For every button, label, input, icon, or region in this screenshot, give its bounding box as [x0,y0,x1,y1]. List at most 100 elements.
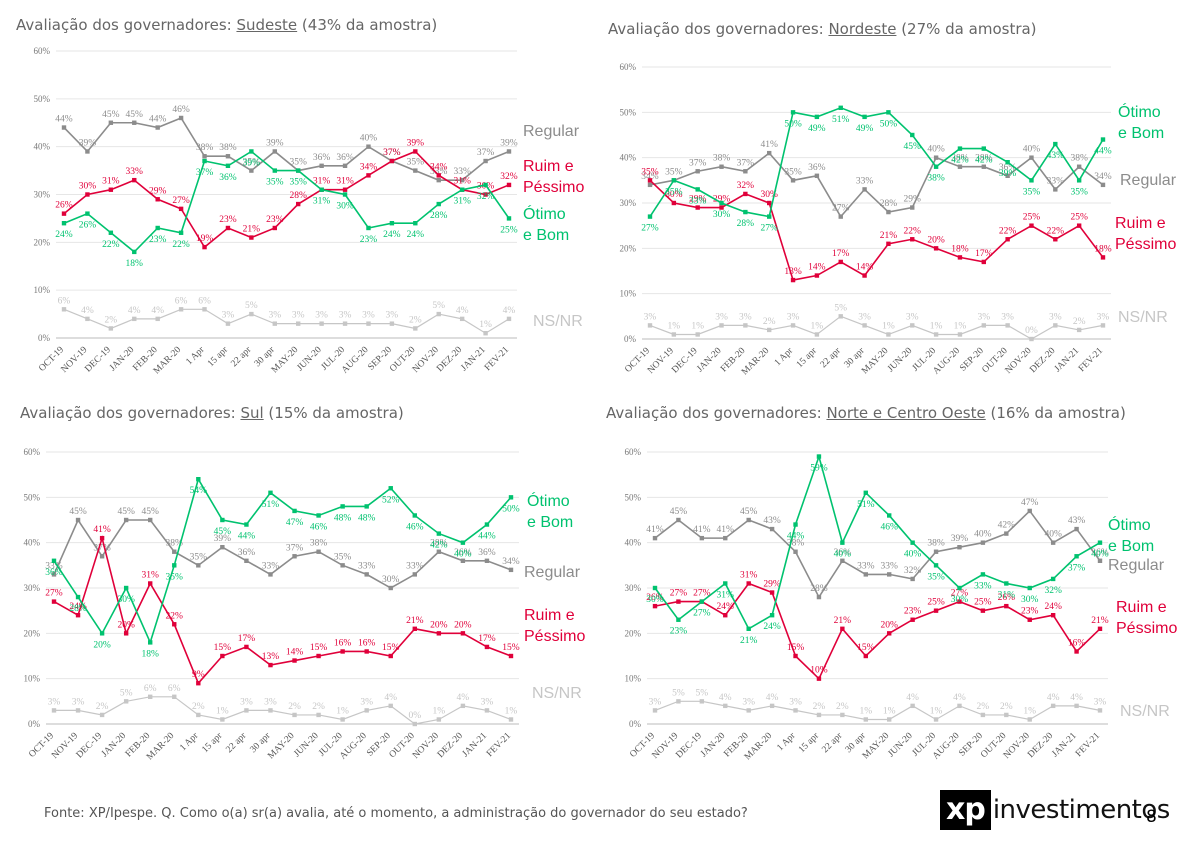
data-label-otimo: 42% [430,541,448,551]
chart-sul: 0%10%20%30%40%50%60%OCT-19NOV-19DEC-19JA… [24,447,586,762]
data-point-nsnr [933,717,939,722]
data-label-regular: 37% [286,543,304,553]
x-tick-label: JAN-20 [699,731,728,760]
data-point-otimo [1097,540,1103,545]
data-label-regular: 36% [1091,548,1109,558]
data-point-nsnr [743,323,748,328]
legend-label-ruim: Ruim e Péssimo [1116,599,1177,637]
data-label-nsnr: 2% [288,702,301,712]
data-label-ruim: 26% [55,201,73,211]
data-point-regular [1053,187,1058,192]
data-point-nsnr [1050,703,1056,709]
data-label-otimo: 42% [975,156,993,166]
data-point-otimo [886,110,891,115]
data-point-otimo [225,163,231,168]
data-label-ruim: 22% [166,611,184,621]
data-label-nsnr: 6% [198,296,211,306]
legend-label-otimo: Ótimo e Bom [1108,515,1154,555]
data-label-ruim: 31% [336,177,354,187]
data-label-nsnr: 4% [384,693,397,703]
data-label-nsnr: 1% [811,321,824,331]
data-point-otimo [244,522,249,527]
data-point-otimo [51,558,57,563]
data-label-otimo: 51% [832,115,850,125]
data-point-nsnr [1076,327,1082,333]
data-point-regular [886,209,891,215]
chart-panel-nordeste: Avaliação dos governadores: Nordeste (27… [600,20,1197,415]
data-label-nsnr: 1% [505,706,518,716]
series-line-ruim [63,150,510,249]
x-tick-label: NOV-19 [50,731,80,761]
data-point-otimo [436,531,442,536]
data-label-nsnr: 1% [433,706,446,716]
data-label-nsnr: 3% [858,312,871,322]
x-tick-label: JAN-21 [1050,731,1079,760]
data-label-nsnr: 3% [315,311,328,321]
y-tick-label: 60% [34,46,51,56]
data-point-nsnr [220,717,225,722]
data-label-regular: 38% [310,539,328,549]
data-point-regular [220,545,225,550]
data-point-ruim [316,653,321,659]
y-tick-label: 0% [28,719,41,729]
data-point-ruim [647,178,653,183]
data-point-otimo [816,454,822,459]
data-point-regular [225,154,231,159]
data-label-nsnr: 2% [409,315,422,325]
data-point-otimo [132,249,137,255]
data-label-regular: 36% [454,548,472,558]
data-label-nsnr: 3% [268,311,281,321]
data-label-nsnr: 1% [336,706,349,716]
data-point-regular [840,558,845,563]
data-label-ruim: 25% [1023,213,1040,223]
data-label-ruim: 13% [262,652,280,662]
data-label-otimo: 39% [243,158,261,168]
data-point-regular [1027,508,1032,514]
data-label-otimo: 23% [149,235,167,245]
data-label-otimo: 18% [126,259,144,269]
data-point-ruim [769,590,775,595]
data-label-otimo: 26% [79,221,97,231]
data-point-otimo [272,168,277,173]
data-point-ruim [366,173,371,178]
data-point-nsnr [723,703,728,709]
data-label-regular: 46% [172,105,190,115]
data-point-otimo [1053,141,1058,147]
data-label-otimo: 27% [641,224,659,234]
data-point-regular [676,517,681,523]
data-point-ruim [862,273,867,278]
data-label-ruim: 17% [975,249,993,259]
data-label-ruim: 25% [1070,213,1088,223]
y-tick-label: 10% [625,674,642,684]
data-label-ruim: 20% [117,620,135,630]
data-label-otimo: 37% [1068,563,1086,573]
y-tick-label: 0% [38,333,51,343]
data-label-otimo: 22% [172,240,190,250]
data-point-nsnr [1097,708,1103,713]
data-point-otimo [814,114,820,120]
data-label-nsnr: 2% [763,317,776,327]
data-point-ruim [695,205,700,210]
data-point-regular [436,549,442,554]
data-label-otimo: 21% [740,636,758,646]
data-label-regular: 39% [79,138,97,148]
logo-word: investimentos [992,795,1171,825]
data-label-regular: 27% [832,204,850,214]
data-point-otimo [1100,137,1106,142]
data-label-nsnr: 4% [1070,693,1083,703]
data-label-otimo: 50% [502,504,520,514]
title-region: Sudeste [236,16,298,34]
legend-label-nsnr: NS/NR [533,313,583,330]
data-point-regular [61,125,67,130]
data-point-regular [172,549,177,554]
series-line-ruim [654,582,1101,681]
data-point-nsnr [790,323,796,328]
y-tick-label: 0% [629,719,642,729]
x-tick-label: NOV-20 [1004,346,1034,376]
data-label-otimo: 49% [808,124,826,134]
data-point-otimo [840,540,845,545]
x-tick-label: 1 Apr [773,345,796,368]
data-label-otimo: 28% [69,604,87,614]
data-label-ruim: 17% [478,634,496,644]
data-label-nsnr: 4% [81,306,94,316]
